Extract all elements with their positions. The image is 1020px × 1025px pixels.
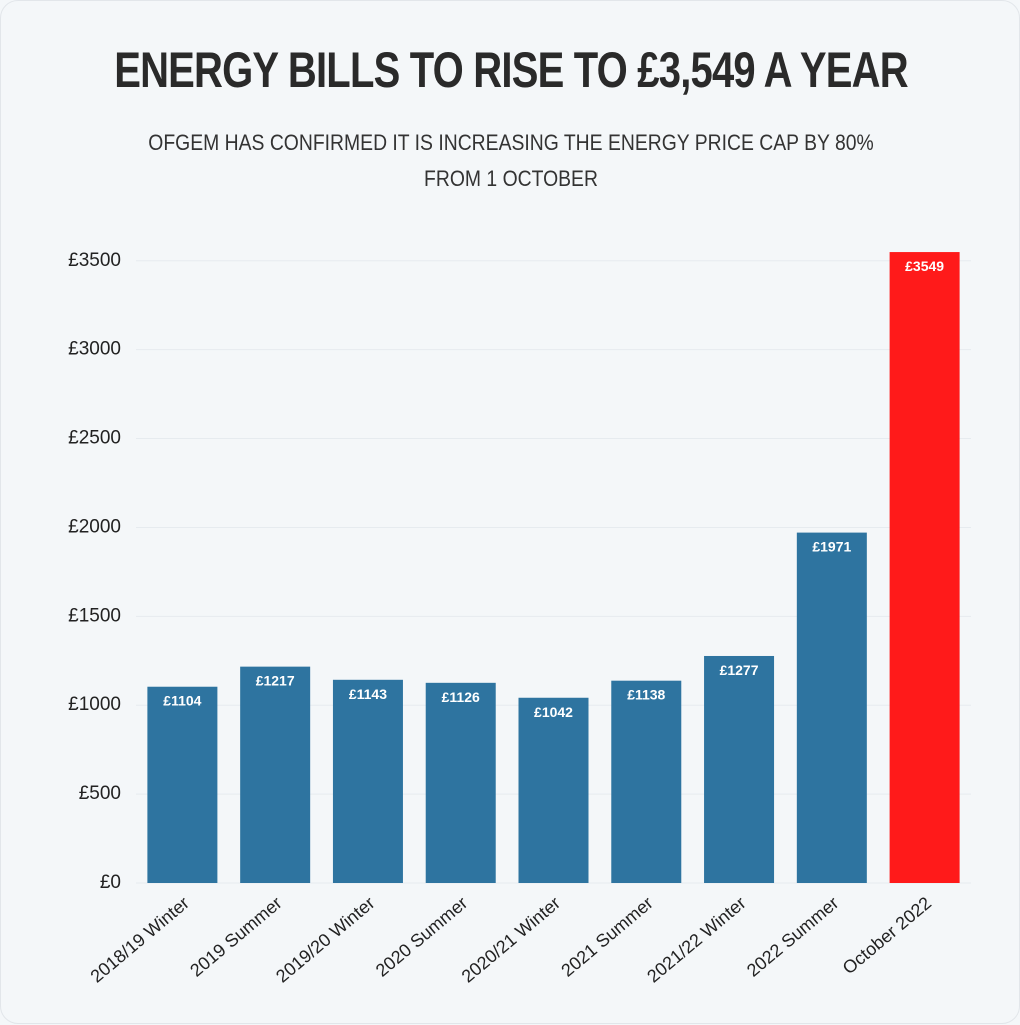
bar	[796, 532, 867, 883]
value-label: £3549	[905, 258, 944, 274]
x-tick-label: 2018/19 Winter	[87, 893, 193, 987]
x-tick-label: 2021/22 Winter	[643, 893, 749, 987]
chart-title: ENERGY BILLS TO RISE TO £3,549 A YEAR	[114, 42, 908, 98]
value-label: £1217	[256, 673, 295, 689]
y-tick-label: £1500	[68, 605, 121, 626]
y-tick-label: £0	[100, 872, 121, 893]
x-tick-label: 2021 Summer	[557, 893, 656, 981]
bar	[332, 679, 403, 883]
bar	[889, 252, 960, 884]
value-label: £1042	[534, 704, 573, 720]
value-label: £1126	[442, 689, 480, 705]
y-tick-label: £3500	[68, 250, 121, 271]
value-label: £1971	[812, 539, 851, 555]
value-label: £1143	[349, 686, 387, 702]
chart-subtitle: OFGEM HAS CONFIRMED IT IS INCREASING THE…	[148, 130, 874, 191]
y-tick-label: £3000	[68, 339, 121, 360]
y-tick-label: £2000	[68, 516, 121, 537]
y-tick-label: £500	[79, 783, 121, 804]
bar	[704, 655, 775, 883]
x-tick-label: October 2022	[839, 893, 935, 978]
x-tick-label: 2022 Summer	[743, 893, 842, 981]
x-tick-label: 2019/20 Winter	[272, 893, 378, 987]
value-label: £1277	[720, 662, 759, 678]
value-label: £1138	[627, 687, 665, 703]
bar	[240, 666, 311, 883]
x-tick-label: 2020 Summer	[372, 893, 471, 981]
bar	[611, 680, 682, 883]
y-tick-label: £2500	[68, 428, 121, 449]
bar	[518, 697, 589, 883]
y-tick-label: £1000	[68, 694, 121, 715]
value-label: £1104	[163, 693, 201, 709]
bar	[147, 686, 218, 883]
bar	[425, 682, 496, 883]
x-tick-label: 2020/21 Winter	[458, 893, 564, 987]
x-tick-label: 2019 Summer	[186, 893, 285, 981]
